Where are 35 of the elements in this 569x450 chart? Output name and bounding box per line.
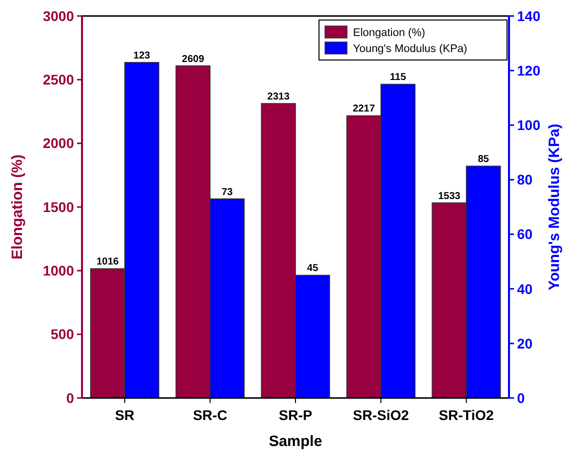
y-tick-label: 500	[50, 326, 74, 342]
data-label: 2313	[267, 91, 290, 102]
y2-tick-label: 140	[517, 8, 541, 24]
x-tick-label: SR	[114, 407, 134, 423]
data-label: 1016	[96, 256, 120, 268]
y2-tick-label: 80	[517, 172, 533, 188]
x-tick-label: SR-C	[192, 407, 228, 423]
y-tick-label: 2500	[42, 72, 74, 88]
y-tick-label: 1500	[42, 198, 74, 215]
y-tick-label: 3000	[42, 8, 74, 24]
data-label: 1533	[438, 190, 461, 202]
data-label: 123	[133, 50, 151, 62]
y2-tick-label: 120	[517, 62, 541, 78]
x-tick-label: SR-SiO2	[352, 407, 410, 423]
legend-label: Elongation (%)	[353, 27, 426, 39]
y-axis-title: Elongation (%)	[9, 154, 26, 260]
y-tick-label: 2000	[42, 135, 74, 152]
y2-tick-label: 20	[517, 335, 533, 352]
y2-axis-title: Young's Modulus (KPa)	[546, 124, 563, 290]
y-tick-label: 0	[66, 390, 74, 406]
data-label: 115	[390, 72, 406, 84]
y2-tick-label: 40	[517, 280, 533, 297]
data-label: 2217	[352, 104, 376, 115]
y2-tick-label: 0	[517, 390, 525, 406]
x-tick-label: SR-TiO2	[438, 407, 494, 423]
x-axis-title: Sample	[268, 433, 322, 450]
y2-tick-label: 60	[517, 226, 533, 242]
legend-label: Young's Modulus (KPa)	[353, 43, 468, 55]
y-tick-label: 1000	[42, 262, 74, 279]
data-label: 2609	[182, 54, 205, 65]
x-tick-label: SR-P	[278, 407, 312, 423]
data-label: 45	[307, 263, 319, 274]
y2-tick-label: 100	[517, 117, 541, 134]
data-label: 85	[478, 154, 490, 166]
data-label: 73	[222, 186, 234, 198]
